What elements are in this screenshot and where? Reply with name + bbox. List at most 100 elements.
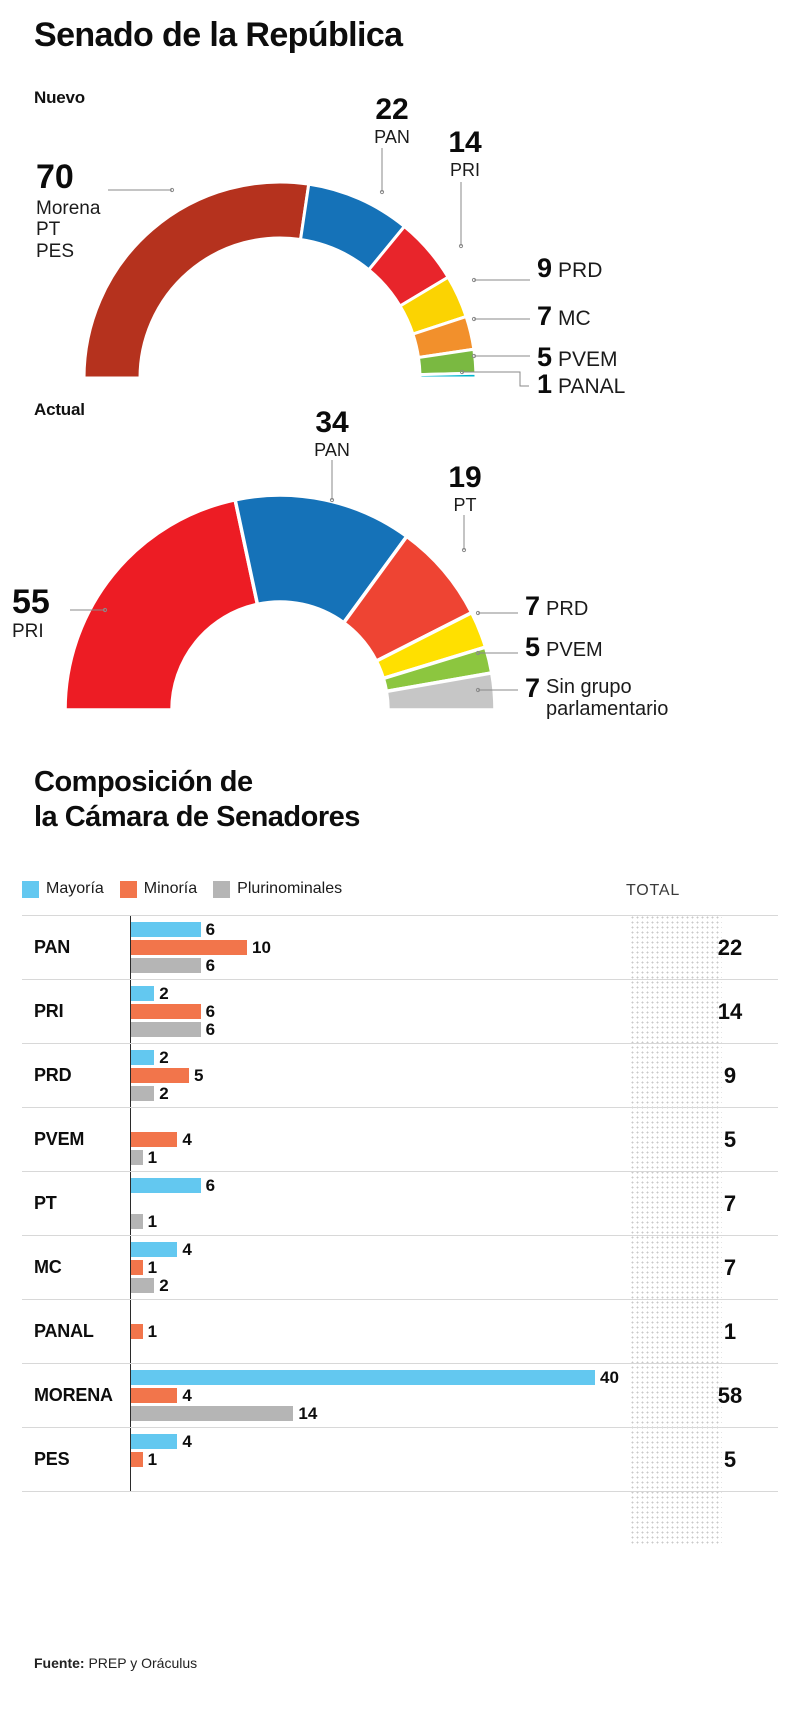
bar-mayoria (131, 922, 201, 937)
table-row: PES 4 1 5 (22, 1427, 778, 1492)
callout-party: PRD (558, 259, 603, 282)
legend-item-minoría: Minoría (119, 880, 198, 898)
bar-value-label: 1 (147, 1449, 158, 1469)
bar-mayoria (131, 1050, 155, 1065)
bar-line-minoria: 4 (131, 1385, 682, 1405)
callout-party: PRD (546, 598, 589, 620)
donut-slice-sin-grupo-parlamentario (384, 670, 497, 712)
callout-prd-nuevo: 9 PRD (537, 255, 602, 283)
section-label-nuevo: Nuevo (34, 88, 85, 107)
bar-plurinominales (131, 1086, 155, 1101)
page-title: Senado de la República (34, 16, 403, 54)
bar-minoria (131, 1068, 189, 1083)
total-column-header: TOTAL (626, 882, 681, 899)
donut-slice-pri (63, 497, 260, 712)
bar-line-plurinominales: 14 (131, 1403, 682, 1423)
bar-mayoria (131, 1370, 595, 1385)
bar-value-label: 4 (182, 1239, 192, 1259)
table-row: PRI 2 6 6 14 (22, 979, 778, 1043)
composition-title-line1: Composición de (34, 766, 253, 798)
row-party-label: PVEM (34, 1129, 85, 1149)
bar-value-label: 2 (159, 1275, 169, 1295)
bar-line-mayoria (131, 1306, 682, 1321)
bar-line-minoria: 5 (131, 1065, 682, 1085)
callout-party: Sin grupo parlamentario (546, 676, 669, 721)
table-row: PT 6 1 7 (22, 1171, 778, 1235)
callout-value: 7 (525, 591, 541, 621)
bar-minoria (131, 1004, 201, 1019)
callout-value: 22 (375, 93, 409, 126)
row-bars: 6 10 6 (130, 916, 682, 979)
callout-value: 9 (537, 253, 553, 283)
table-row: MC 4 1 2 7 (22, 1235, 778, 1299)
table-row: MORENA 40 4 14 58 (22, 1363, 778, 1427)
row-party-label: PANAL (34, 1321, 94, 1341)
bar-plurinominales (131, 1278, 155, 1293)
callout-value: 19 (448, 461, 482, 494)
bar-value-label: 14 (298, 1403, 318, 1423)
bar-minoria (131, 940, 247, 955)
row-total-value: 14 (717, 998, 743, 1024)
legend-label: Plurinominales (237, 880, 343, 897)
row-total-value: 7 (723, 1254, 737, 1280)
bar-value-label: 6 (205, 955, 216, 975)
bar-value-label: 40 (600, 1367, 619, 1387)
callout-pvem-nuevo: 5 PVEM (537, 344, 618, 372)
bar-line-plurinominales: 2 (131, 1083, 682, 1103)
callout-party: PVEM (558, 348, 618, 371)
bar-plurinominales (131, 1150, 143, 1165)
callout-party: PVEM (546, 639, 603, 661)
callout-pan-actual: 34 PAN (300, 406, 364, 461)
legend-swatch-plurinominales (213, 880, 231, 898)
callout-singrupo-actual: 7 Sin grupo parlamentario (525, 675, 669, 721)
row-total-value: 1 (723, 1318, 737, 1344)
bar-mayoria (131, 1242, 178, 1257)
bar-line-minoria: 1 (131, 1322, 682, 1341)
bar-value-label: 6 (205, 1175, 216, 1195)
callout-morena-nuevo: 70 Morena PT PES (36, 160, 100, 262)
callout-value: 1 (537, 369, 553, 399)
callout-pri-actual: 55 PRI (12, 585, 50, 642)
legend-label: Minoría (143, 880, 198, 897)
bar-value-label: 1 (147, 1147, 158, 1167)
bar-mayoria (131, 986, 155, 1001)
callout-party: PANAL (558, 375, 626, 398)
bar-plurinominales (131, 1406, 294, 1421)
bar-line-mayoria: 2 (131, 1047, 682, 1067)
bar-minoria (131, 1388, 178, 1403)
bar-line-plurinominales: 2 (131, 1275, 682, 1295)
callout-value: 34 (315, 406, 349, 439)
legend-swatch-mayoría (22, 880, 39, 898)
bar-value-label: 2 (159, 983, 169, 1003)
row-party-label: PAN (34, 937, 71, 957)
bar-value-label: 5 (194, 1065, 204, 1085)
callout-prd-actual: 7 PRD (525, 591, 589, 621)
table-row: PAN 6 10 6 22 (22, 915, 778, 979)
bar-value-label: 2 (159, 1047, 169, 1067)
source-text: PREP y Oráculus (88, 1655, 198, 1671)
bar-value-label: 1 (147, 1211, 158, 1231)
callout-party: PRI (449, 160, 480, 180)
callout-party: PRI (12, 621, 44, 642)
row-party-label: MORENA (34, 1385, 113, 1405)
callout-panal-nuevo: 1 PANAL (537, 371, 625, 399)
bar-mayoria (131, 1434, 178, 1449)
bar-value-label: 6 (205, 1001, 216, 1021)
bar-value-label: 4 (182, 1385, 192, 1405)
donut-slice-panal (418, 371, 478, 380)
callout-value: 70 (36, 158, 74, 196)
total-column-background (630, 915, 722, 1545)
bar-plurinominales (131, 1214, 143, 1229)
callout-party: MC (558, 307, 591, 330)
bar-mayoria (131, 1178, 201, 1193)
bar-plurinominales (131, 958, 201, 973)
leader-lines-nuevo (108, 148, 530, 387)
bar-value-label: 4 (182, 1129, 192, 1149)
source-label: Fuente: (34, 1655, 85, 1671)
legend-item-plurinominales: Plurinominales (213, 880, 342, 898)
bar-value-label: 2 (159, 1083, 169, 1103)
bar-line-mayoria: 40 (131, 1367, 682, 1387)
